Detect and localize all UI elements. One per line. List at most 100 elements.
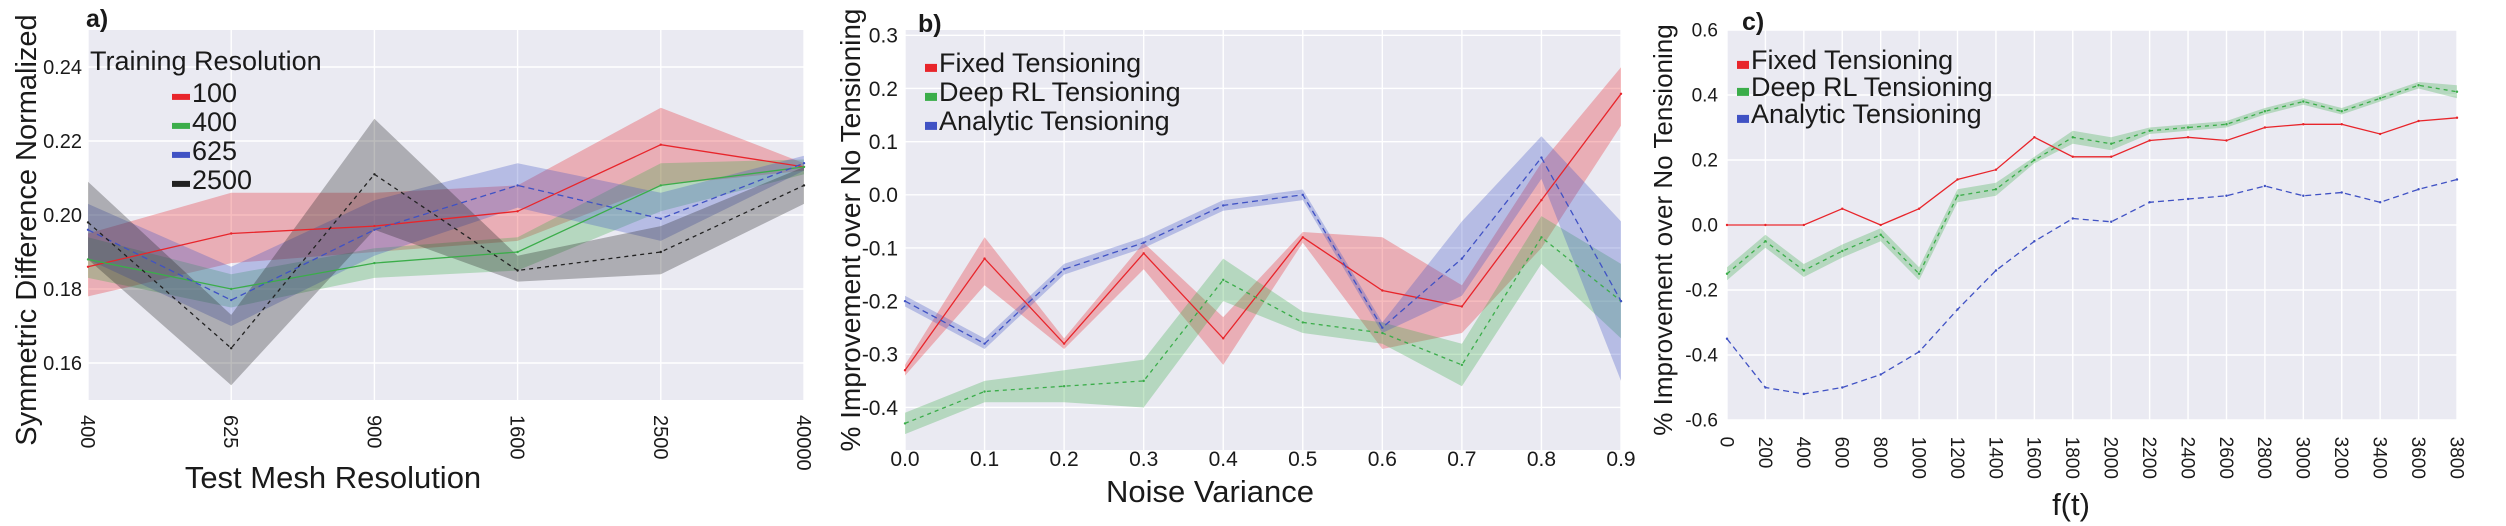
y-tick-label: 0.16: [43, 353, 82, 375]
data-point: [903, 299, 907, 303]
data-point: [1460, 363, 1464, 367]
data-point: [86, 221, 90, 224]
data-point: [373, 173, 376, 176]
x-tick-label: 0.3: [1129, 448, 1158, 471]
data-point: [516, 184, 519, 187]
data-point: [2417, 84, 2420, 87]
grid: [904, 30, 1622, 450]
y-tick-label: 0.18: [43, 279, 82, 301]
data-point: [1381, 331, 1384, 335]
x-tick-label: 0: [1715, 437, 1736, 448]
x-tick-label: 400: [1792, 437, 1813, 469]
data-point: [659, 143, 662, 146]
legend-swatch: [1737, 87, 1749, 96]
data-point: [86, 228, 90, 231]
series-band-2: [88, 159, 804, 308]
data-point: [1879, 223, 1882, 227]
data-point: [903, 369, 907, 372]
y-tick-label: -0.4: [1685, 346, 1718, 367]
x-tick-label: 0.7: [1447, 448, 1476, 471]
series-line-1: [87, 144, 805, 268]
data-point: [1802, 223, 1806, 227]
y-tick-label: -0.2: [862, 290, 898, 313]
data-point: [1841, 207, 1844, 210]
data-point: [2110, 155, 2113, 158]
x-tick-label: 2400: [2176, 437, 2197, 479]
data-point: [1764, 223, 1767, 227]
grid: [87, 30, 805, 400]
x-tick-label: 0.9: [1606, 448, 1635, 471]
data-point: [1879, 373, 1882, 376]
data-point: [2455, 178, 2459, 181]
series-band-1: [905, 67, 1621, 376]
data-point: [1841, 249, 1844, 253]
data-point: [659, 217, 662, 220]
series-line-3: [87, 162, 805, 301]
data-point: [230, 298, 233, 302]
plot-area: [905, 30, 1621, 450]
data-point: [516, 269, 519, 272]
y-axis-label: % Improvement over No Tensioning: [835, 8, 866, 451]
data-point: [2071, 155, 2074, 158]
data-point: [1917, 272, 1921, 275]
panel-label: a): [86, 5, 108, 33]
legend-swatch: [172, 151, 190, 158]
legend-swatch: [172, 122, 190, 129]
x-tick-label: 2800: [2253, 437, 2274, 479]
x-tick-label: 0.0: [890, 448, 919, 471]
x-tick-label: 0.1: [970, 448, 999, 471]
x-tick-label: 0.6: [1368, 448, 1397, 471]
data-point: [1802, 392, 1806, 396]
data-point: [2263, 126, 2267, 129]
series-band-3: [905, 136, 1621, 381]
data-point: [2033, 136, 2036, 139]
x-tick-label: 2500: [649, 415, 671, 460]
legend-label: 625: [192, 136, 237, 166]
y-tick-label: 0.2: [1692, 151, 1718, 172]
data-point: [1062, 385, 1066, 388]
legend-label: 2500: [192, 165, 252, 195]
data-point: [2225, 194, 2228, 197]
data-point: [983, 342, 986, 345]
data-point: [2033, 158, 2036, 162]
legend-label: Analytic Tensioning: [939, 106, 1170, 136]
data-point: [1764, 386, 1767, 389]
data-point: [2263, 110, 2267, 113]
legend-swatch: [925, 121, 937, 130]
data-point: [1879, 233, 1882, 236]
chart-panel-3: -0.6 -0.4 -0.2 0.0 0.2 0.4 0.6 0 200 400 600 800 100…: [1648, 8, 2466, 522]
data-point: [2110, 220, 2113, 223]
series-line-2: [87, 166, 805, 290]
series-line-3: [1726, 178, 2458, 395]
data-point: [1540, 198, 1543, 202]
y-tick-label: 0.22: [43, 131, 82, 153]
data-point: [2340, 123, 2343, 126]
data-point: [1301, 193, 1304, 197]
data-point: [1301, 236, 1304, 239]
data-point: [983, 390, 986, 393]
series-line-1: [904, 93, 1622, 371]
legend-label: 100: [192, 78, 237, 108]
x-tick-label: 3600: [2407, 437, 2428, 479]
data-point: [1142, 379, 1145, 383]
data-point: [1062, 342, 1066, 345]
data-point: [230, 232, 233, 235]
legend-swatch: [172, 93, 190, 100]
data-point: [2455, 116, 2459, 119]
data-point: [1956, 308, 1959, 311]
data-point: [230, 287, 233, 291]
data-point: [2302, 123, 2305, 126]
data-point: [2148, 129, 2151, 132]
data-point: [1802, 269, 1806, 272]
x-tick-label: 1600: [506, 415, 528, 460]
legend-label: Deep RL Tensioning: [939, 77, 1181, 107]
data-point: [2186, 197, 2190, 201]
x-tick-label: 2600: [2215, 437, 2236, 479]
y-tick-label: 0.0: [869, 184, 898, 207]
x-tick-label: 0.8: [1527, 448, 1556, 471]
x-axis-label: Noise Variance: [1106, 474, 1314, 509]
data-point: [2071, 217, 2074, 220]
